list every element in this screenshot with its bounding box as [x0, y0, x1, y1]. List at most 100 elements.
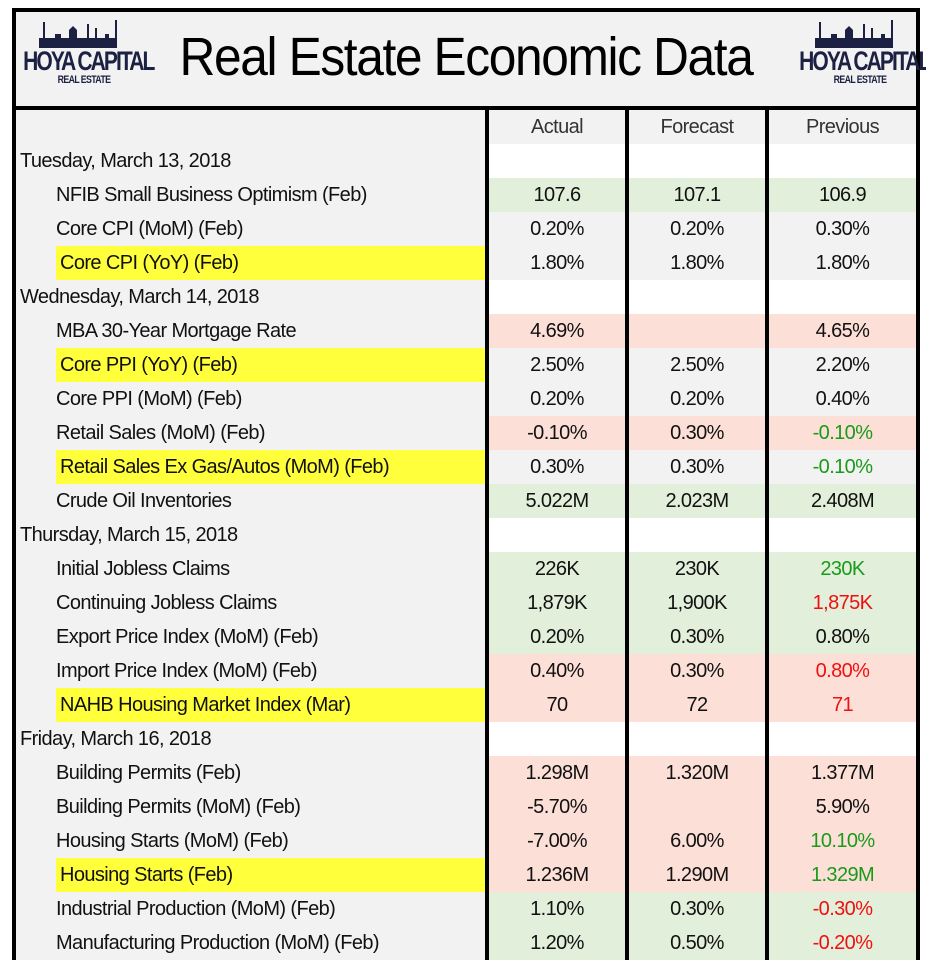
forecast-value-cell: 0.30% [625, 416, 765, 450]
actual-value-cell: 1.298M [485, 756, 625, 790]
previous-value-cell: -0.30% [765, 892, 916, 926]
previous-value-cell: -0.10% [765, 450, 916, 484]
date-label: Thursday, March 15, 2018 [20, 524, 238, 546]
indicator-label-cell: Initial Jobless Claims [16, 552, 485, 586]
actual-value-cell: 1.20% [485, 926, 625, 960]
forecast-value-cell [625, 722, 765, 756]
date-row: Wednesday, March 14, 2018 [16, 280, 916, 314]
indicator-label: Core CPI (MoM) (Feb) [56, 218, 244, 240]
actual-value-cell: 0.30% [485, 450, 625, 484]
indicator-label: Continuing Jobless Claims [56, 592, 277, 614]
forecast-value-cell: 0.30% [625, 620, 765, 654]
page-title: Real Estate Economic Data [179, 27, 753, 87]
previous-value-cell: 10.10% [765, 824, 916, 858]
forecast-value-cell: 0.30% [625, 450, 765, 484]
indicator-label-cell: Building Permits (Feb) [16, 756, 485, 790]
forecast-value-cell [625, 790, 765, 824]
indicator-label-cell: Housing Starts (Feb) [16, 858, 485, 892]
indicator-label: Core CPI (YoY) (Feb) [56, 246, 485, 280]
table-row: Retail Sales Ex Gas/Autos (MoM) (Feb) 0.3… [16, 450, 916, 484]
hoya-capital-logo-left: HOYA CAPITAL REAL ESTATE [23, 18, 155, 102]
indicator-label: Crude Oil Inventories [56, 490, 232, 512]
forecast-value-cell: 0.30% [625, 654, 765, 688]
actual-value-cell: 1.80% [485, 246, 625, 280]
previous-value-cell: 1.329M [765, 858, 916, 892]
forecast-value-cell: 107.1 [625, 178, 765, 212]
table-row: NAHB Housing Market Index (Mar) 70 72 71 [16, 688, 916, 722]
indicator-label: Import Price Index (MoM) (Feb) [56, 660, 318, 682]
indicator-label: Retail Sales Ex Gas/Autos (MoM) (Feb) [56, 450, 485, 484]
previous-value-cell [765, 280, 916, 314]
indicator-label-cell: NFIB Small Business Optimism (Feb) [16, 178, 485, 212]
indicator-label: Industrial Production (MoM) (Feb) [56, 898, 336, 920]
column-header-previous: Previous [765, 110, 916, 144]
previous-value-cell [765, 722, 916, 756]
indicator-label-cell: Crude Oil Inventories [16, 484, 485, 518]
previous-value-cell: 1,875K [765, 586, 916, 620]
indicator-label-cell: Manufacturing Production (MoM) (Feb) [16, 926, 485, 960]
table-row: Manufacturing Production (MoM) (Feb) 1.20… [16, 926, 916, 960]
indicator-label-cell: Housing Starts (MoM) (Feb) [16, 824, 485, 858]
forecast-value-cell: 6.00% [625, 824, 765, 858]
previous-value-cell: 0.30% [765, 212, 916, 246]
actual-value-cell: 0.40% [485, 654, 625, 688]
indicator-label-cell: Building Permits (MoM) (Feb) [16, 790, 485, 824]
indicator-label: NAHB Housing Market Index (Mar) [56, 688, 485, 722]
forecast-value-cell: 0.50% [625, 926, 765, 960]
skyline-icon [39, 20, 117, 48]
date-label: Wednesday, March 14, 2018 [20, 286, 259, 308]
indicator-label-cell: Retail Sales Ex Gas/Autos (MoM) (Feb) [16, 450, 485, 484]
table-row: Import Price Index (MoM) (Feb) 0.40% 0.30%… [16, 654, 916, 688]
table-row: Retail Sales (MoM) (Feb) -0.10% 0.30% -0.10… [16, 416, 916, 450]
indicator-label-cell: Core CPI (MoM) (Feb) [16, 212, 485, 246]
table-row: Core CPI (MoM) (Feb) 0.20% 0.20% 0.30% [16, 212, 916, 246]
skyline-icon [815, 20, 893, 48]
actual-value-cell: 107.6 [485, 178, 625, 212]
indicator-label: Housing Starts (MoM) (Feb) [56, 830, 289, 852]
previous-value-cell: 0.80% [765, 654, 916, 688]
indicator-label-cell: Retail Sales (MoM) (Feb) [16, 416, 485, 450]
forecast-value-cell [625, 314, 765, 348]
indicator-label: NFIB Small Business Optimism (Feb) [56, 184, 367, 206]
previous-value-cell: -0.20% [765, 926, 916, 960]
table-row: Crude Oil Inventories 5.022M 2.023M 2.408M [16, 484, 916, 518]
forecast-value-cell: 1.80% [625, 246, 765, 280]
column-header-forecast: Forecast [625, 110, 765, 144]
table-header-row: Actual Forecast Previous [16, 110, 916, 144]
indicator-label: Building Permits (Feb) [56, 762, 241, 784]
previous-value-cell: -0.10% [765, 416, 916, 450]
actual-value-cell: 4.69% [485, 314, 625, 348]
forecast-value-cell: 1,900K [625, 586, 765, 620]
previous-value-cell: 0.80% [765, 620, 916, 654]
previous-value-cell: 1.377M [765, 756, 916, 790]
logo-subtext: REAL ESTATE [57, 74, 111, 86]
indicator-label-cell: Core PPI (MoM) (Feb) [16, 382, 485, 416]
previous-value-cell: 230K [765, 552, 916, 586]
forecast-value-cell: 0.20% [625, 382, 765, 416]
date-label: Tuesday, March 13, 2018 [20, 150, 231, 172]
date-label-cell: Friday, March 16, 2018 [16, 722, 485, 756]
date-label: Friday, March 16, 2018 [20, 728, 212, 750]
table-row: Continuing Jobless Claims 1,879K 1,900K 1,8… [16, 586, 916, 620]
indicator-label-cell: Core PPI (YoY) (Feb) [16, 348, 485, 382]
table-row: MBA 30-Year Mortgage Rate 4.69% 4.65% [16, 314, 916, 348]
previous-value-cell [765, 144, 916, 178]
forecast-value-cell [625, 518, 765, 552]
previous-value-cell: 2.20% [765, 348, 916, 382]
indicator-label: Retail Sales (MoM) (Feb) [56, 422, 266, 444]
data-table: Actual Forecast Previous Tuesday, March … [16, 110, 916, 960]
indicator-label-cell: Core CPI (YoY) (Feb) [16, 246, 485, 280]
indicator-label: Housing Starts (Feb) [56, 858, 485, 892]
previous-value-cell: 5.90% [765, 790, 916, 824]
date-row: Thursday, March 15, 2018 [16, 518, 916, 552]
table-row: NFIB Small Business Optimism (Feb) 107.6 1… [16, 178, 916, 212]
economic-data-panel: HOYA CAPITAL REAL ESTATE Real Estate Eco… [12, 8, 926, 960]
table-row: Core PPI (YoY) (Feb) 2.50% 2.50% 2.20% [16, 348, 916, 382]
indicator-label: Building Permits (MoM) (Feb) [56, 796, 301, 818]
actual-value-cell: 70 [485, 688, 625, 722]
previous-value-cell: 2.408M [765, 484, 916, 518]
forecast-value-cell: 2.50% [625, 348, 765, 382]
forecast-value-cell: 2.023M [625, 484, 765, 518]
previous-value-cell: 1.80% [765, 246, 916, 280]
forecast-value-cell [625, 144, 765, 178]
